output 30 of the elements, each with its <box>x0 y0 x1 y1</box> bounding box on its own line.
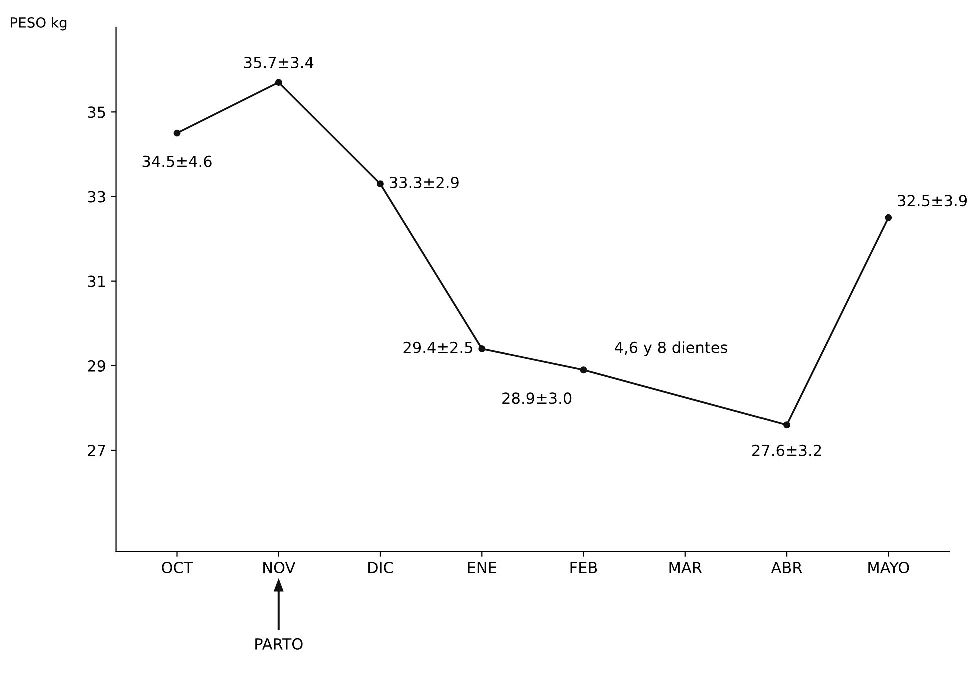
y-tick-label: 31 <box>88 276 106 288</box>
y-tick-label: 29 <box>88 360 106 372</box>
point <box>478 346 486 352</box>
data-label: 29.4±2.5 <box>404 342 472 354</box>
x-tick-label: ENE <box>468 562 497 574</box>
text: PARTO <box>256 638 303 650</box>
y-tick-label: 27 <box>88 444 106 456</box>
x-tick-label: MAYO <box>868 562 910 574</box>
data-label: 35.7±3.4 <box>244 56 314 69</box>
point <box>377 180 384 188</box>
data-label: 32.5±3.9 <box>898 195 968 207</box>
y-tick-label: 35 <box>88 106 106 118</box>
x-tick-label: DIC <box>368 562 394 574</box>
point <box>580 366 588 374</box>
data-label: 34.5±4.6 <box>142 156 212 168</box>
x-tick-label: FEB <box>570 562 598 574</box>
y-tick-label: 33 <box>88 191 106 203</box>
annotation: 4,6 y 8 dientes <box>615 342 728 356</box>
x-tick-label: MAR <box>670 562 702 574</box>
y-axis-title: PESO kg <box>11 17 67 31</box>
point <box>784 422 790 429</box>
point <box>275 79 282 86</box>
data-label: 27.6±3.2 <box>752 444 822 456</box>
x-tick-label: NOV <box>264 562 296 574</box>
point <box>885 214 892 222</box>
point <box>174 130 181 137</box>
data-label: 28.9±3.0 <box>502 392 572 404</box>
data-label: 33.3±2.9 <box>390 176 459 189</box>
x-tick-label: OCT <box>162 562 194 574</box>
x-tick-label: ABR <box>771 562 802 574</box>
